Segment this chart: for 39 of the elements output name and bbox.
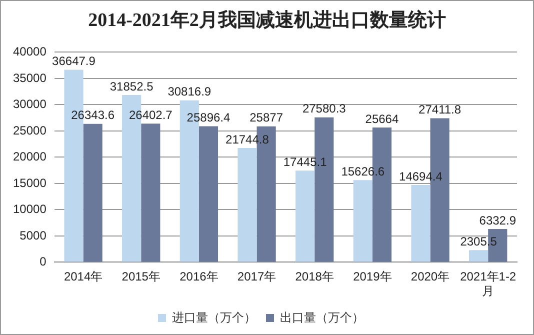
bar [238, 148, 257, 262]
y-tick-label: 40000 [12, 44, 47, 59]
y-tick-label: 30000 [12, 97, 47, 112]
bar [469, 250, 488, 262]
data-label: 26402.7 [128, 108, 173, 122]
y-tick-label: 15000 [12, 176, 47, 190]
data-label: 25896.4 [186, 110, 230, 125]
x-tick-label: 2015年 [122, 270, 160, 284]
y-tick-label: 0 [40, 254, 47, 269]
legend-label: 进口量（万个） [172, 310, 256, 324]
bar [198, 126, 218, 262]
x-tick-label: 2017年 [237, 270, 276, 284]
y-tick-label: 35000 [12, 70, 47, 85]
x-tick-label: 2018年 [295, 270, 334, 284]
data-label: 25877 [250, 110, 284, 125]
data-label: 31852.5 [110, 79, 154, 94]
bar [353, 180, 372, 262]
chart-title: 2014-2021年2月我国减速机进出口数量统计 [87, 8, 447, 33]
bar [83, 124, 102, 262]
data-label: 25664 [365, 112, 399, 126]
data-label: 27411.8 [418, 102, 462, 117]
data-label: 30816.9 [168, 84, 212, 99]
y-tick-label: 10000 [12, 202, 47, 216]
legend-label: 出口量（万个） [280, 310, 364, 324]
data-label: 26343.6 [71, 108, 115, 122]
x-tick-label: 2020年 [410, 270, 450, 284]
bar [141, 124, 160, 262]
data-label: 27580.3 [302, 102, 346, 116]
x-tick-label: 2019年 [353, 270, 392, 284]
data-label: 36647.9 [52, 54, 96, 68]
x-tick-label: 2016年 [180, 270, 218, 284]
y-tick-label: 25000 [12, 123, 47, 138]
x-tick-label: 2014年 [64, 270, 103, 284]
bar [411, 185, 430, 262]
y-tick-label: 5000 [20, 228, 47, 242]
y-tick-label: 20000 [12, 150, 47, 164]
x-tick-label: 2021年1-2月 [460, 270, 516, 298]
bar [296, 170, 315, 262]
data-label: 6332.9 [479, 213, 516, 228]
